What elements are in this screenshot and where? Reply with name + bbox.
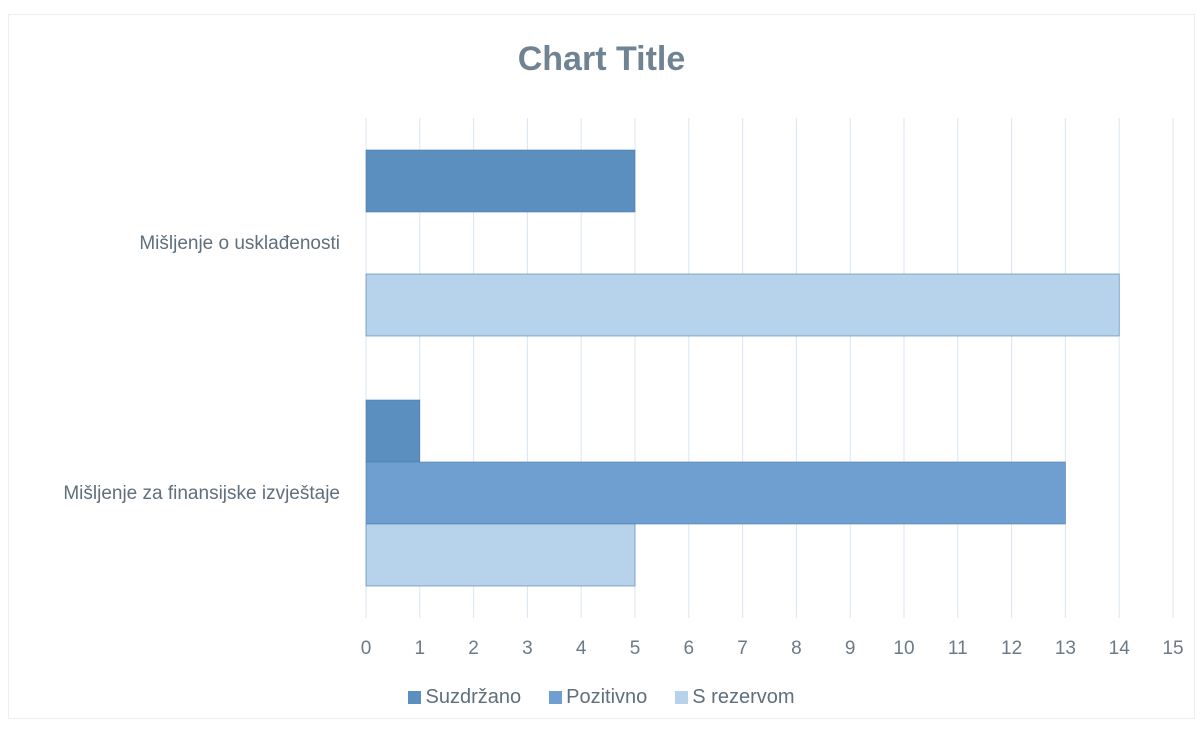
x-tick-label: 12 [1001, 638, 1022, 659]
x-axis-tick-labels: 0 1 2 3 4 5 6 7 8 9 10 11 12 13 14 15 [361, 638, 1184, 659]
legend-item: S rezervom [675, 686, 795, 709]
bars [365, 149, 1120, 587]
legend-label: Suzdržano [425, 686, 522, 708]
bar-pozitivno [365, 461, 1066, 525]
legend-label: Pozitivno [566, 686, 648, 708]
x-tick-label: 2 [468, 638, 479, 659]
x-tick-label: 1 [415, 638, 426, 659]
legend-swatch [549, 691, 563, 704]
category-labels: Mišljenje za finansijske izvještaje Mišlj… [63, 233, 340, 504]
legend-item: Pozitivno [549, 686, 647, 709]
x-tick-label: 6 [684, 638, 695, 659]
bar-s-rezervom [365, 523, 636, 587]
x-tick-label: 13 [1055, 638, 1076, 659]
legend-swatch [408, 691, 422, 704]
chart-frame [8, 14, 1195, 719]
bar-s-rezervom [365, 273, 1120, 337]
chart-title: Chart Title [517, 40, 686, 78]
x-tick-label: 7 [737, 638, 748, 659]
x-tick-label: 5 [630, 638, 641, 659]
x-tick-label: 0 [361, 638, 372, 659]
category-label: Mišljenje za finansijske izvještaje [63, 483, 340, 504]
x-tick-label: 15 [1162, 638, 1183, 659]
x-tick-label: 14 [1109, 638, 1131, 659]
category-label: Mišljenje o usklađenosti [139, 233, 340, 254]
x-tick-label: 11 [948, 638, 968, 659]
legend-label: S rezervom [692, 686, 795, 708]
legend-swatch [675, 691, 689, 704]
bar-suzdržano [365, 399, 421, 463]
legend-item: Suzdržano [408, 686, 521, 709]
x-tick-label: 8 [791, 638, 802, 659]
legend: Suzdržano Pozitivno S rezervom [0, 686, 1203, 709]
x-tick-label: 4 [576, 638, 587, 659]
x-tick-label: 9 [845, 638, 856, 659]
x-tick-label: 3 [522, 638, 533, 659]
x-tick-label: 10 [893, 638, 914, 659]
bar-suzdržano [365, 149, 636, 213]
